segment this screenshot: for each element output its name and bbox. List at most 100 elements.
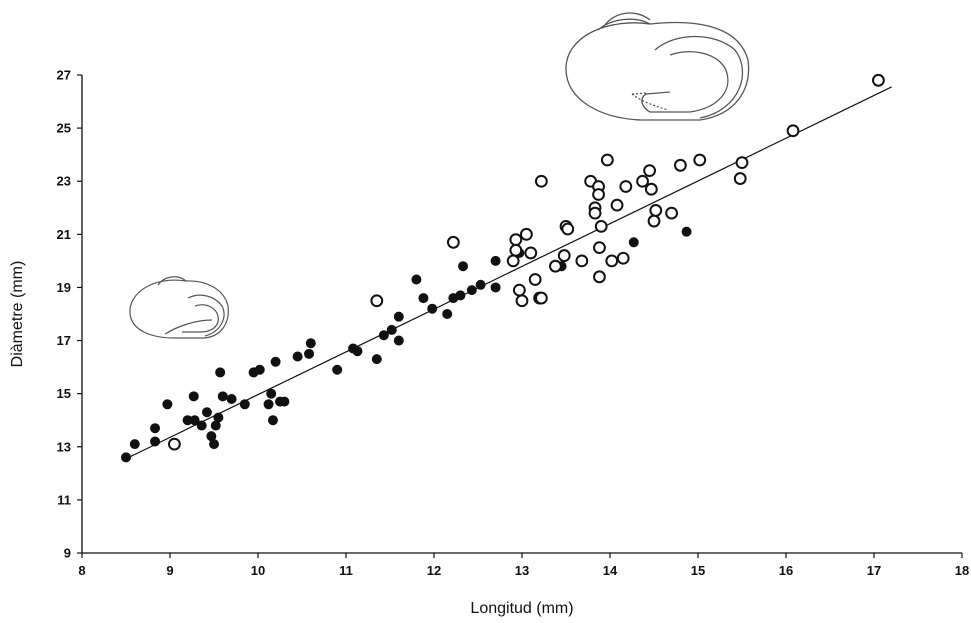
shell-illustrations bbox=[129, 12, 750, 339]
filled-point bbox=[213, 412, 224, 423]
y-tick-label: 11 bbox=[57, 492, 71, 507]
large-shell-illustration bbox=[565, 12, 750, 121]
x-axis-title: Longitud (mm) bbox=[470, 600, 573, 617]
filled-point bbox=[292, 351, 303, 362]
filled-point bbox=[196, 420, 207, 431]
x-tick-label: 8 bbox=[78, 563, 85, 578]
filled-point bbox=[162, 399, 173, 410]
y-tick-label: 13 bbox=[57, 439, 71, 454]
open-point bbox=[735, 156, 749, 170]
filled-point bbox=[129, 439, 140, 450]
filled-point bbox=[411, 274, 422, 285]
open-point bbox=[561, 222, 575, 236]
y-tick-label: 17 bbox=[57, 333, 71, 348]
open-point bbox=[593, 241, 606, 255]
open-point bbox=[647, 214, 661, 228]
open-point bbox=[509, 233, 523, 247]
y-tick-label: 27 bbox=[57, 68, 71, 83]
filled-point bbox=[442, 308, 453, 319]
filled-point bbox=[263, 399, 274, 410]
open-point bbox=[593, 270, 606, 284]
x-tick-label: 12 bbox=[427, 563, 441, 578]
open-point bbox=[528, 273, 542, 286]
open-point bbox=[600, 153, 614, 167]
open-point bbox=[512, 283, 526, 297]
y-tick-label: 9 bbox=[64, 546, 71, 561]
open-point bbox=[649, 204, 663, 217]
x-tick-label: 18 bbox=[955, 563, 969, 578]
x-tick-label: 15 bbox=[691, 563, 705, 578]
open-point bbox=[446, 235, 460, 249]
open-point bbox=[872, 73, 885, 87]
open-point bbox=[674, 158, 687, 172]
filled-point bbox=[208, 439, 219, 450]
filled-point bbox=[393, 311, 404, 322]
filled-point bbox=[270, 356, 281, 367]
filled-point bbox=[371, 354, 382, 365]
open-point bbox=[515, 294, 529, 308]
filled-point bbox=[254, 364, 265, 375]
open-point bbox=[509, 243, 523, 257]
filled-point bbox=[681, 226, 692, 237]
data-points bbox=[121, 73, 885, 463]
open-point bbox=[643, 164, 656, 178]
filled-point bbox=[267, 415, 278, 426]
open-point bbox=[575, 254, 589, 268]
filled-point bbox=[378, 330, 389, 341]
trendline bbox=[125, 86, 892, 460]
open-point bbox=[786, 124, 800, 138]
open-point bbox=[168, 437, 181, 451]
open-point bbox=[619, 180, 633, 193]
filled-point bbox=[332, 364, 343, 375]
open-point bbox=[644, 182, 658, 196]
filled-point bbox=[490, 282, 501, 293]
x-tick-label: 16 bbox=[779, 563, 793, 578]
filled-point bbox=[352, 346, 363, 357]
open-point bbox=[733, 172, 747, 185]
open-point bbox=[588, 206, 602, 220]
filled-point bbox=[226, 393, 237, 404]
filled-point bbox=[418, 293, 429, 304]
filled-point bbox=[201, 407, 212, 418]
y-tick-label: 25 bbox=[57, 121, 71, 136]
open-point bbox=[557, 249, 571, 262]
filled-point bbox=[239, 399, 250, 410]
x-tick-label: 13 bbox=[515, 563, 529, 578]
small-shell-illustration bbox=[129, 276, 229, 339]
y-axis-ticks: 9 11 13 15 17 19 21 23 25 27 bbox=[57, 68, 82, 561]
open-point bbox=[549, 259, 562, 273]
open-point bbox=[520, 227, 533, 241]
x-tick-label: 11 bbox=[339, 563, 353, 578]
open-point bbox=[534, 174, 548, 188]
filled-point bbox=[215, 367, 226, 378]
filled-point bbox=[150, 423, 161, 434]
open-point bbox=[610, 198, 624, 212]
filled-point bbox=[427, 303, 438, 314]
filled-point bbox=[189, 415, 200, 426]
filled-point bbox=[628, 237, 639, 248]
open-point bbox=[370, 294, 384, 308]
x-tick-label: 9 bbox=[166, 563, 173, 578]
open-point bbox=[524, 246, 538, 260]
filled-point bbox=[386, 324, 397, 335]
filled-point bbox=[150, 436, 161, 447]
x-axis-ticks: 8 9 10 11 12 13 14 15 16 17 18 bbox=[78, 553, 969, 578]
filled-point bbox=[458, 261, 469, 272]
filled-point bbox=[217, 391, 228, 402]
filled-point bbox=[393, 335, 404, 346]
filled-point bbox=[279, 396, 290, 407]
open-point bbox=[592, 188, 605, 201]
y-tick-label: 15 bbox=[57, 386, 71, 401]
open-point bbox=[665, 206, 678, 220]
open-point bbox=[605, 254, 619, 268]
y-tick-label: 23 bbox=[57, 174, 71, 189]
axes bbox=[81, 75, 962, 554]
y-tick-label: 21 bbox=[57, 227, 71, 242]
filled-point bbox=[490, 255, 501, 266]
open-point bbox=[693, 153, 707, 167]
y-axis-title: Diàmetre (mm) bbox=[9, 261, 26, 368]
y-tick-label: 19 bbox=[57, 280, 71, 295]
open-point bbox=[616, 251, 630, 265]
filled-point bbox=[455, 290, 466, 301]
